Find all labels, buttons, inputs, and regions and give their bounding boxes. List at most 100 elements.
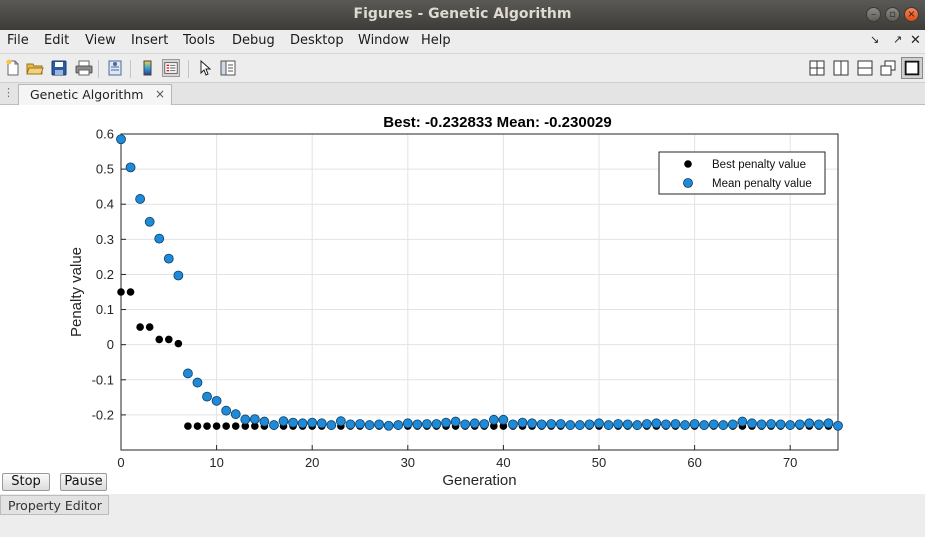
y-tick-label: 0.4 <box>96 197 114 212</box>
mean-penalty-point <box>641 419 652 429</box>
x-tick-label: 60 <box>687 455 701 470</box>
tab-bar: ⋮ Genetic Algorithm × <box>0 83 925 105</box>
tab-genetic-algorithm[interactable]: Genetic Algorithm × <box>18 84 172 105</box>
best-penalty-point <box>145 323 154 331</box>
menu-tools[interactable]: Tools <box>183 33 216 48</box>
mean-penalty-point <box>441 417 451 428</box>
best-penalty-point <box>222 422 230 430</box>
pause-button[interactable]: Pause <box>60 473 107 491</box>
window-title: Figures - Genetic Algorithm <box>353 6 572 22</box>
mean-penalty-point <box>718 420 729 430</box>
mean-penalty-point <box>450 416 461 427</box>
menu-bar: File Edit View Insert Tools Debug Deskto… <box>0 30 925 52</box>
menu-file[interactable]: File <box>7 33 29 48</box>
mean-penalty-point <box>211 395 222 406</box>
legend[interactable]: Best penalty value Mean penalty value <box>658 151 826 195</box>
mean-penalty-point <box>259 416 270 427</box>
mean-penalty-point <box>412 419 423 430</box>
tile-grid-icon[interactable] <box>808 59 826 77</box>
menu-desktop[interactable]: Desktop <box>290 33 344 48</box>
save-icon[interactable] <box>50 59 68 77</box>
legend-label-mean: Mean penalty value <box>712 178 812 190</box>
x-tick-label: 40 <box>496 455 510 470</box>
tile-columns-icon[interactable] <box>832 59 850 77</box>
colorbar-icon[interactable] <box>139 59 157 77</box>
y-tick-label: 0.1 <box>96 302 114 317</box>
dock-arrow-icon[interactable]: ↗ <box>893 33 903 46</box>
mean-penalty-point <box>603 420 614 430</box>
best-penalty-point <box>193 422 202 430</box>
mean-penalty-point <box>536 419 547 430</box>
menu-insert[interactable]: Insert <box>131 33 169 48</box>
mean-penalty-point <box>813 419 824 430</box>
maximize-icon[interactable]: ▫ <box>885 7 900 22</box>
tab-menu-icon[interactable]: ⋮ <box>3 86 14 99</box>
mean-penalty-point <box>364 420 375 430</box>
mean-penalty-point <box>345 419 356 430</box>
mean-penalty-point <box>355 419 365 429</box>
maximize-figure-icon[interactable] <box>901 57 923 79</box>
x-tick-label: 70 <box>783 455 797 470</box>
mean-penalty-point <box>766 419 776 429</box>
mean-penalty-point <box>555 419 566 429</box>
mean-penalty-point <box>670 419 681 429</box>
mean-penalty-point <box>680 420 690 430</box>
mean-penalty-point <box>135 194 146 204</box>
close-figure-icon[interactable]: ✕ <box>910 33 921 48</box>
y-tick-label: 0.3 <box>96 232 114 247</box>
y-tick-label: 0 <box>107 337 114 352</box>
menu-view[interactable]: View <box>85 33 116 48</box>
mean-penalty-point <box>116 134 126 145</box>
mean-penalty-point <box>488 414 499 425</box>
mean-penalty-point <box>775 419 786 430</box>
minimize-icon[interactable]: – <box>866 7 881 22</box>
tab-close-icon[interactable]: × <box>155 87 166 101</box>
mean-penalty-point <box>316 418 327 429</box>
menu-debug[interactable]: Debug <box>232 33 275 48</box>
stop-button[interactable]: Stop <box>2 473 50 491</box>
mean-penalty-point <box>383 420 394 431</box>
best-penalty-point <box>174 339 183 348</box>
property-editor-label: Property Editor <box>8 498 102 513</box>
mean-penalty-point <box>221 405 232 416</box>
mean-penalty-point <box>173 270 184 281</box>
x-tick-label: 50 <box>592 455 606 470</box>
pointer-icon[interactable] <box>196 59 214 77</box>
window-titlebar: Figures - Genetic Algorithm – ▫ × <box>0 0 925 30</box>
open-file-icon[interactable] <box>26 59 44 77</box>
menu-window[interactable]: Window <box>358 33 410 48</box>
mean-penalty-point <box>297 418 308 429</box>
mean-penalty-point <box>125 162 136 173</box>
toolbar <box>0 53 925 83</box>
mean-penalty-point <box>202 391 212 402</box>
y-tick-label: -0.2 <box>92 407 114 422</box>
figure-canvas: 0 10 20 30 40 50 60 70 -0.2 -0.1 0 0.1 0.2 0.3 0.4 0.5 0… <box>0 105 925 495</box>
mean-penalty-point <box>249 414 260 425</box>
mean-penalty-point <box>402 418 413 429</box>
menu-help[interactable]: Help <box>421 33 451 48</box>
mean-penalty-point <box>230 409 241 420</box>
mean-penalty-point <box>431 419 442 429</box>
close-icon[interactable]: × <box>904 7 919 22</box>
best-penalty-point <box>165 335 173 344</box>
tile-rows-icon[interactable] <box>856 59 874 77</box>
legend-icon[interactable] <box>162 59 180 77</box>
mean-penalty-point <box>240 414 251 425</box>
float-windows-icon[interactable] <box>879 59 897 77</box>
undock-arrow-icon[interactable]: ↘ <box>870 33 880 46</box>
mean-penalty-point <box>163 253 174 264</box>
mean-penalty-point <box>747 418 757 429</box>
new-figure-icon[interactable] <box>4 59 22 77</box>
menu-edit[interactable]: Edit <box>44 33 70 48</box>
property-editor-icon[interactable] <box>219 59 237 77</box>
link-plot-icon[interactable] <box>106 59 124 77</box>
mean-penalty-point <box>794 419 805 430</box>
y-tick-label: 0.2 <box>96 267 114 282</box>
legend-marker-mean <box>683 178 693 188</box>
mean-penalty-point <box>727 419 738 430</box>
data-points <box>116 134 843 431</box>
mean-penalty-point <box>469 418 480 429</box>
print-icon[interactable] <box>75 59 93 77</box>
mean-penalty-point <box>154 233 165 244</box>
property-editor-tab[interactable]: Property Editor <box>0 495 109 515</box>
